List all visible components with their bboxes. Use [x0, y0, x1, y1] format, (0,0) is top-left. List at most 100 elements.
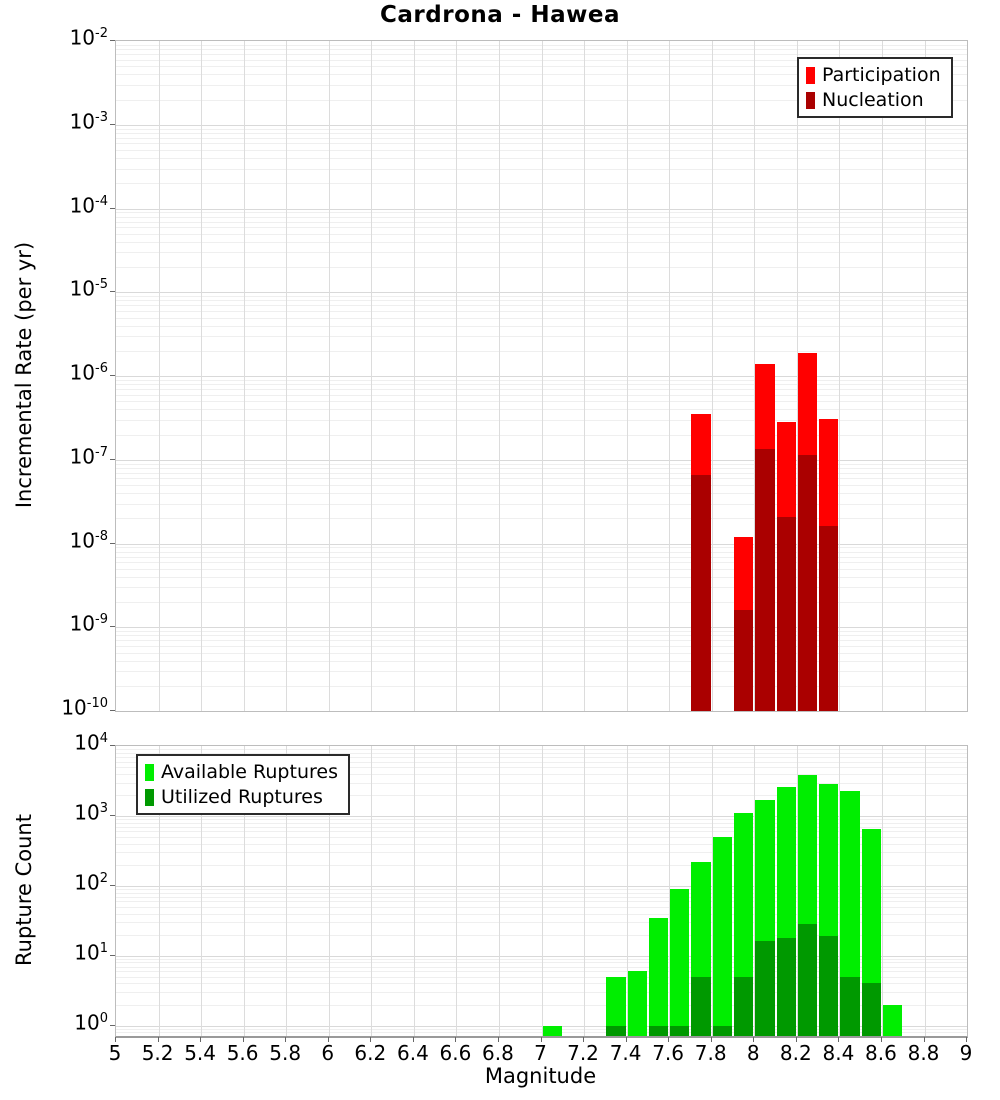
- vertical-gridline: [371, 746, 373, 1036]
- x-tick-label: 6.2: [354, 1041, 387, 1065]
- legend-item-utilized-ruptures: Utilized Ruptures: [145, 786, 338, 808]
- available-ruptures-bar: [840, 790, 860, 1036]
- y-tick-label: 104: [74, 730, 108, 755]
- count-legend: Available Ruptures Utilized Ruptures: [136, 754, 350, 815]
- vertical-gridline: [924, 746, 926, 1036]
- y-tick-mark: [110, 745, 115, 746]
- legend-label-available-ruptures: Available Ruptures: [161, 761, 338, 783]
- x-tick-mark: [923, 1037, 925, 1042]
- x-tick-label: 5.8: [269, 1041, 302, 1065]
- utilized-ruptures-bar: [776, 937, 796, 1036]
- vertical-gridline: [498, 746, 500, 1036]
- vertical-gridline: [711, 41, 713, 711]
- y-tick-label: 101: [74, 940, 108, 965]
- x-tick-mark: [370, 1037, 372, 1042]
- y-tick-label: 10-4: [69, 193, 108, 218]
- vertical-gridline: [456, 746, 458, 1036]
- y-tick-mark: [110, 954, 115, 956]
- nucleation-bar: [691, 475, 711, 711]
- vertical-gridline: [711, 746, 713, 1036]
- x-axis-label: Magnitude: [484, 1064, 597, 1088]
- x-tick-mark: [668, 1037, 670, 1042]
- utilized-ruptures-bar: [734, 976, 754, 1036]
- vertical-gridline: [796, 746, 798, 1036]
- legend-label-utilized-ruptures: Utilized Ruptures: [161, 786, 323, 808]
- legend-item-participation: Participation: [806, 64, 941, 86]
- x-tick-label: 8: [746, 1041, 760, 1065]
- x-tick-label: 8.2: [779, 1041, 812, 1065]
- y-tick-label: 10-3: [69, 109, 108, 134]
- vertical-gridline: [881, 746, 883, 1036]
- utilized-ruptures-bar: [670, 1025, 690, 1036]
- vertical-gridline: [158, 41, 160, 711]
- x-tick-label: 7.4: [609, 1041, 642, 1065]
- y-tick-mark: [110, 291, 115, 293]
- x-tick-label: 8.6: [864, 1041, 897, 1065]
- vertical-gridline: [201, 746, 203, 1036]
- x-tick-label: 8.8: [907, 1041, 940, 1065]
- y-tick-mark: [110, 710, 115, 711]
- available-ruptures-bar: [606, 976, 626, 1036]
- vertical-gridline: [541, 41, 543, 711]
- y-tick-mark: [110, 626, 115, 628]
- rate-plot-area: [115, 40, 968, 712]
- vertical-gridline: [413, 746, 415, 1036]
- nucleation-swatch: [806, 91, 815, 109]
- vertical-gridline: [584, 41, 586, 711]
- x-tick-label: 9: [959, 1041, 973, 1065]
- vertical-gridline: [328, 41, 330, 711]
- x-tick-label: 5: [108, 1041, 122, 1065]
- y-tick-mark: [110, 814, 115, 816]
- y-tick-label: 10-10: [61, 695, 108, 720]
- x-tick-label: 6.4: [396, 1041, 429, 1065]
- available-ruptures-bar: [627, 971, 647, 1036]
- x-tick-label: 7.8: [694, 1041, 727, 1065]
- y-tick-label: 10-2: [69, 25, 108, 50]
- x-tick-mark: [966, 1037, 967, 1042]
- y-tick-mark: [110, 884, 115, 886]
- vertical-gridline: [626, 41, 628, 711]
- available-ruptures-bar: [882, 1004, 903, 1036]
- y-tick-label: 10-6: [69, 360, 108, 385]
- x-tick-label: 5.2: [141, 1041, 174, 1065]
- vertical-gridline: [541, 746, 543, 1036]
- y-tick-label: 10-5: [69, 276, 108, 301]
- vertical-gridline: [201, 41, 203, 711]
- vertical-gridline: [754, 41, 756, 711]
- vertical-gridline: [839, 746, 841, 1036]
- available-ruptures-bar: [712, 836, 732, 1036]
- x-tick-label: 6: [321, 1041, 335, 1065]
- utilized-ruptures-bar: [840, 976, 860, 1036]
- y-tick-label: 100: [74, 1010, 108, 1035]
- utilized-ruptures-bar: [797, 924, 818, 1036]
- y-tick-mark: [110, 375, 115, 376]
- x-tick-mark: [540, 1037, 542, 1042]
- available-ruptures-bar: [670, 889, 690, 1036]
- vertical-gridline: [286, 41, 288, 711]
- x-tick-mark: [625, 1037, 627, 1042]
- x-tick-mark: [200, 1037, 202, 1042]
- utilized-ruptures-bar: [712, 1025, 732, 1036]
- y-tick-mark: [110, 1024, 115, 1026]
- x-tick-mark: [455, 1037, 457, 1042]
- legend-item-nucleation: Nucleation: [806, 89, 941, 111]
- x-tick-mark: [880, 1037, 882, 1042]
- x-tick-label: 7.6: [652, 1041, 684, 1065]
- y-tick-mark: [110, 542, 115, 544]
- y-tick-label: 102: [74, 870, 108, 895]
- utilized-ruptures-bar: [691, 976, 711, 1036]
- nucleation-bar: [819, 526, 839, 711]
- vertical-gridline: [881, 41, 883, 711]
- utilized-ruptures-bar: [819, 936, 839, 1036]
- legend-label-nucleation: Nucleation: [822, 89, 924, 111]
- utilized-ruptures-bar: [648, 1025, 669, 1036]
- utilized-ruptures-bar: [606, 1025, 626, 1036]
- vertical-gridline: [243, 41, 245, 711]
- utilized-ruptures-bar: [861, 983, 881, 1036]
- vertical-gridline: [924, 41, 926, 711]
- y-tick-label: 10-7: [69, 444, 108, 469]
- available-ruptures-bar: [648, 917, 669, 1036]
- x-tick-mark: [838, 1037, 840, 1042]
- x-tick-mark: [497, 1037, 499, 1042]
